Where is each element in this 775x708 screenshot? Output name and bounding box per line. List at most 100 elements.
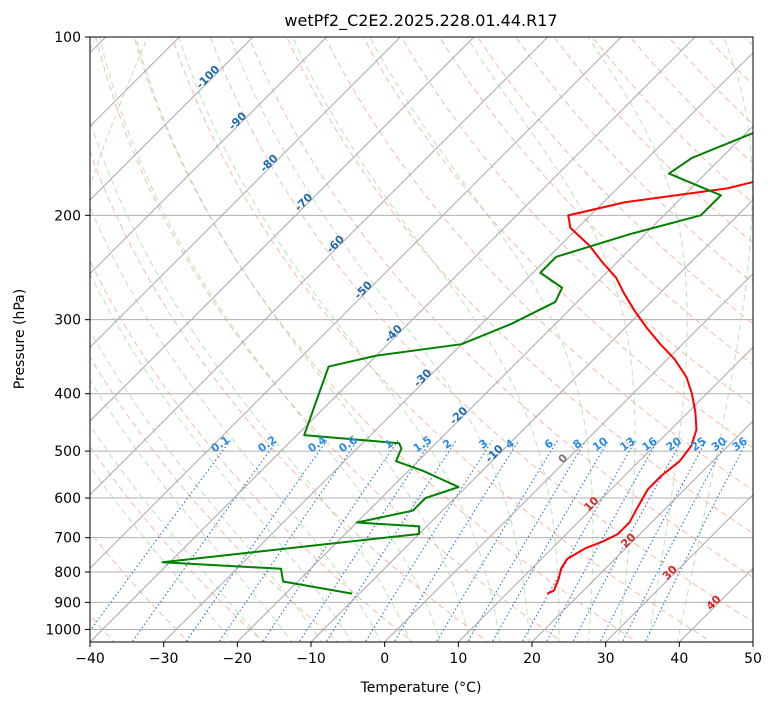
dry-adiabat-line xyxy=(90,356,339,642)
x-tick-label: −20 xyxy=(223,651,253,667)
dry-adiabat-line xyxy=(400,37,753,407)
dry-adiabat-line xyxy=(629,37,753,165)
y-axis: 100 200 300 400 500 600 700 800 900 1000 xyxy=(45,30,90,638)
temperature-profile xyxy=(546,180,753,595)
y-tick-label: 700 xyxy=(54,531,81,547)
dry-adiabat-label: 30 xyxy=(660,563,680,583)
dry-adiabat-line xyxy=(209,37,753,623)
y-axis-label: Pressure (hPa) xyxy=(12,289,28,389)
moist-adiabat-line xyxy=(90,465,234,642)
mixing-ratio-line xyxy=(393,440,520,642)
moist-adiabat-line xyxy=(90,379,293,642)
isotherm-line xyxy=(236,125,753,642)
isotherm-line xyxy=(90,37,475,422)
dry-adiabat-line xyxy=(515,37,753,284)
moist-adiabat-line xyxy=(292,37,560,642)
mixing-ratio-line xyxy=(435,440,558,642)
y-tick-label: 900 xyxy=(54,595,81,611)
background-curve xyxy=(90,37,149,188)
chart-title: wetPf2_C2E2.2025.228.01.44.R17 xyxy=(284,11,557,31)
isotherm-line xyxy=(752,641,753,642)
isotherm-line xyxy=(678,567,753,642)
moist-adiabat-line xyxy=(90,329,323,642)
isotherm-label: -30 xyxy=(411,366,434,389)
dewpoint-profile xyxy=(161,131,753,595)
mixing-ratio-line xyxy=(185,440,328,642)
y-tick-label: 100 xyxy=(54,30,81,46)
isotherm-label: -70 xyxy=(292,190,315,213)
dry-adiabat-label: 40 xyxy=(704,592,724,612)
moist-adiabats xyxy=(90,37,753,642)
dry-adiabat-line xyxy=(667,37,753,125)
dry-adiabat-line xyxy=(133,37,638,642)
moist-adiabat-line xyxy=(90,205,382,642)
isotherm-label: -100 xyxy=(194,63,223,92)
mixing-ratio-line xyxy=(298,440,432,642)
moist-adiabat-line xyxy=(178,37,501,642)
mixing-ratio-line xyxy=(364,440,493,642)
mixing-ratio-line xyxy=(491,440,609,642)
dry-adiabat-line xyxy=(362,37,753,449)
mixing-ratio-label: 0.6 xyxy=(336,433,360,455)
x-tick-label: 40 xyxy=(670,651,688,667)
mixing-ratio-line xyxy=(90,440,231,632)
isotherm-label: -40 xyxy=(382,322,405,345)
isotherm-line xyxy=(383,272,753,642)
dry-adiabat-line xyxy=(286,37,753,534)
dry-adiabat-line xyxy=(438,37,753,366)
isotherm-line xyxy=(90,37,254,201)
x-tick-label: 10 xyxy=(449,651,467,667)
mixing-ratio-label: 0.1 xyxy=(209,433,232,455)
x-tick-label: 30 xyxy=(597,651,615,667)
dry-adiabat-line xyxy=(90,259,414,642)
mixing-ratio-line xyxy=(325,440,457,642)
dry-adiabat-line xyxy=(705,37,753,86)
moist-adiabat-line xyxy=(466,37,636,642)
mixing-ratio-label: 1.5 xyxy=(411,433,434,455)
x-tick-label: 0 xyxy=(380,651,389,667)
isotherm-line xyxy=(90,37,623,570)
moist-adiabat-line xyxy=(90,119,412,642)
x-tick-label: −10 xyxy=(296,651,326,667)
isotherm-line xyxy=(162,51,753,642)
x-tick-label: −40 xyxy=(75,651,105,667)
y-tick-label: 400 xyxy=(54,387,81,403)
moist-adiabat-line xyxy=(90,272,352,642)
isotherm-line xyxy=(90,37,549,496)
x-axis: −40 −30 −20 −10 0 10 20 30 40 50 xyxy=(75,642,762,667)
mixing-ratio-line xyxy=(521,440,637,642)
moist-adiabat-line xyxy=(369,37,594,642)
dry-adiabat-label: 10 xyxy=(581,494,601,514)
dry-adiabat-line xyxy=(744,37,753,47)
dry-adiabat-line xyxy=(90,150,489,642)
isotherm-line xyxy=(310,199,753,642)
isotherm-label: -80 xyxy=(257,152,280,175)
isotherm-line xyxy=(604,493,753,642)
isotherm-line xyxy=(90,37,328,275)
y-tick-label: 200 xyxy=(54,208,81,224)
mixing-ratio-label: 2 xyxy=(440,437,454,452)
mixing-ratio-line xyxy=(131,440,278,642)
mixing-ratio-line xyxy=(644,440,748,642)
x-tick-label: 50 xyxy=(744,651,762,667)
isotherm-line xyxy=(457,346,753,642)
isotherm-label: -60 xyxy=(324,232,347,255)
profiles xyxy=(161,131,753,595)
mixing-ratio-line xyxy=(621,440,728,642)
mixing-ratio-line xyxy=(599,440,707,642)
moist-adiabat-line xyxy=(90,424,264,642)
moist-adiabat-line xyxy=(135,37,471,642)
y-tick-label: 300 xyxy=(54,313,81,329)
isotherm-line xyxy=(90,37,181,128)
mixing-ratio-line xyxy=(545,440,659,642)
isotherm-line xyxy=(531,420,753,642)
moist-adiabat-line xyxy=(587,37,688,642)
y-tick-label: 800 xyxy=(54,565,81,581)
isotherm-line xyxy=(90,37,696,642)
mixing-ratio-label: 6 xyxy=(542,437,556,452)
isotherm-label: -90 xyxy=(226,109,249,132)
y-tick-label: 600 xyxy=(54,491,81,507)
isotherms xyxy=(90,37,753,642)
pressure-gridlines xyxy=(90,37,753,630)
